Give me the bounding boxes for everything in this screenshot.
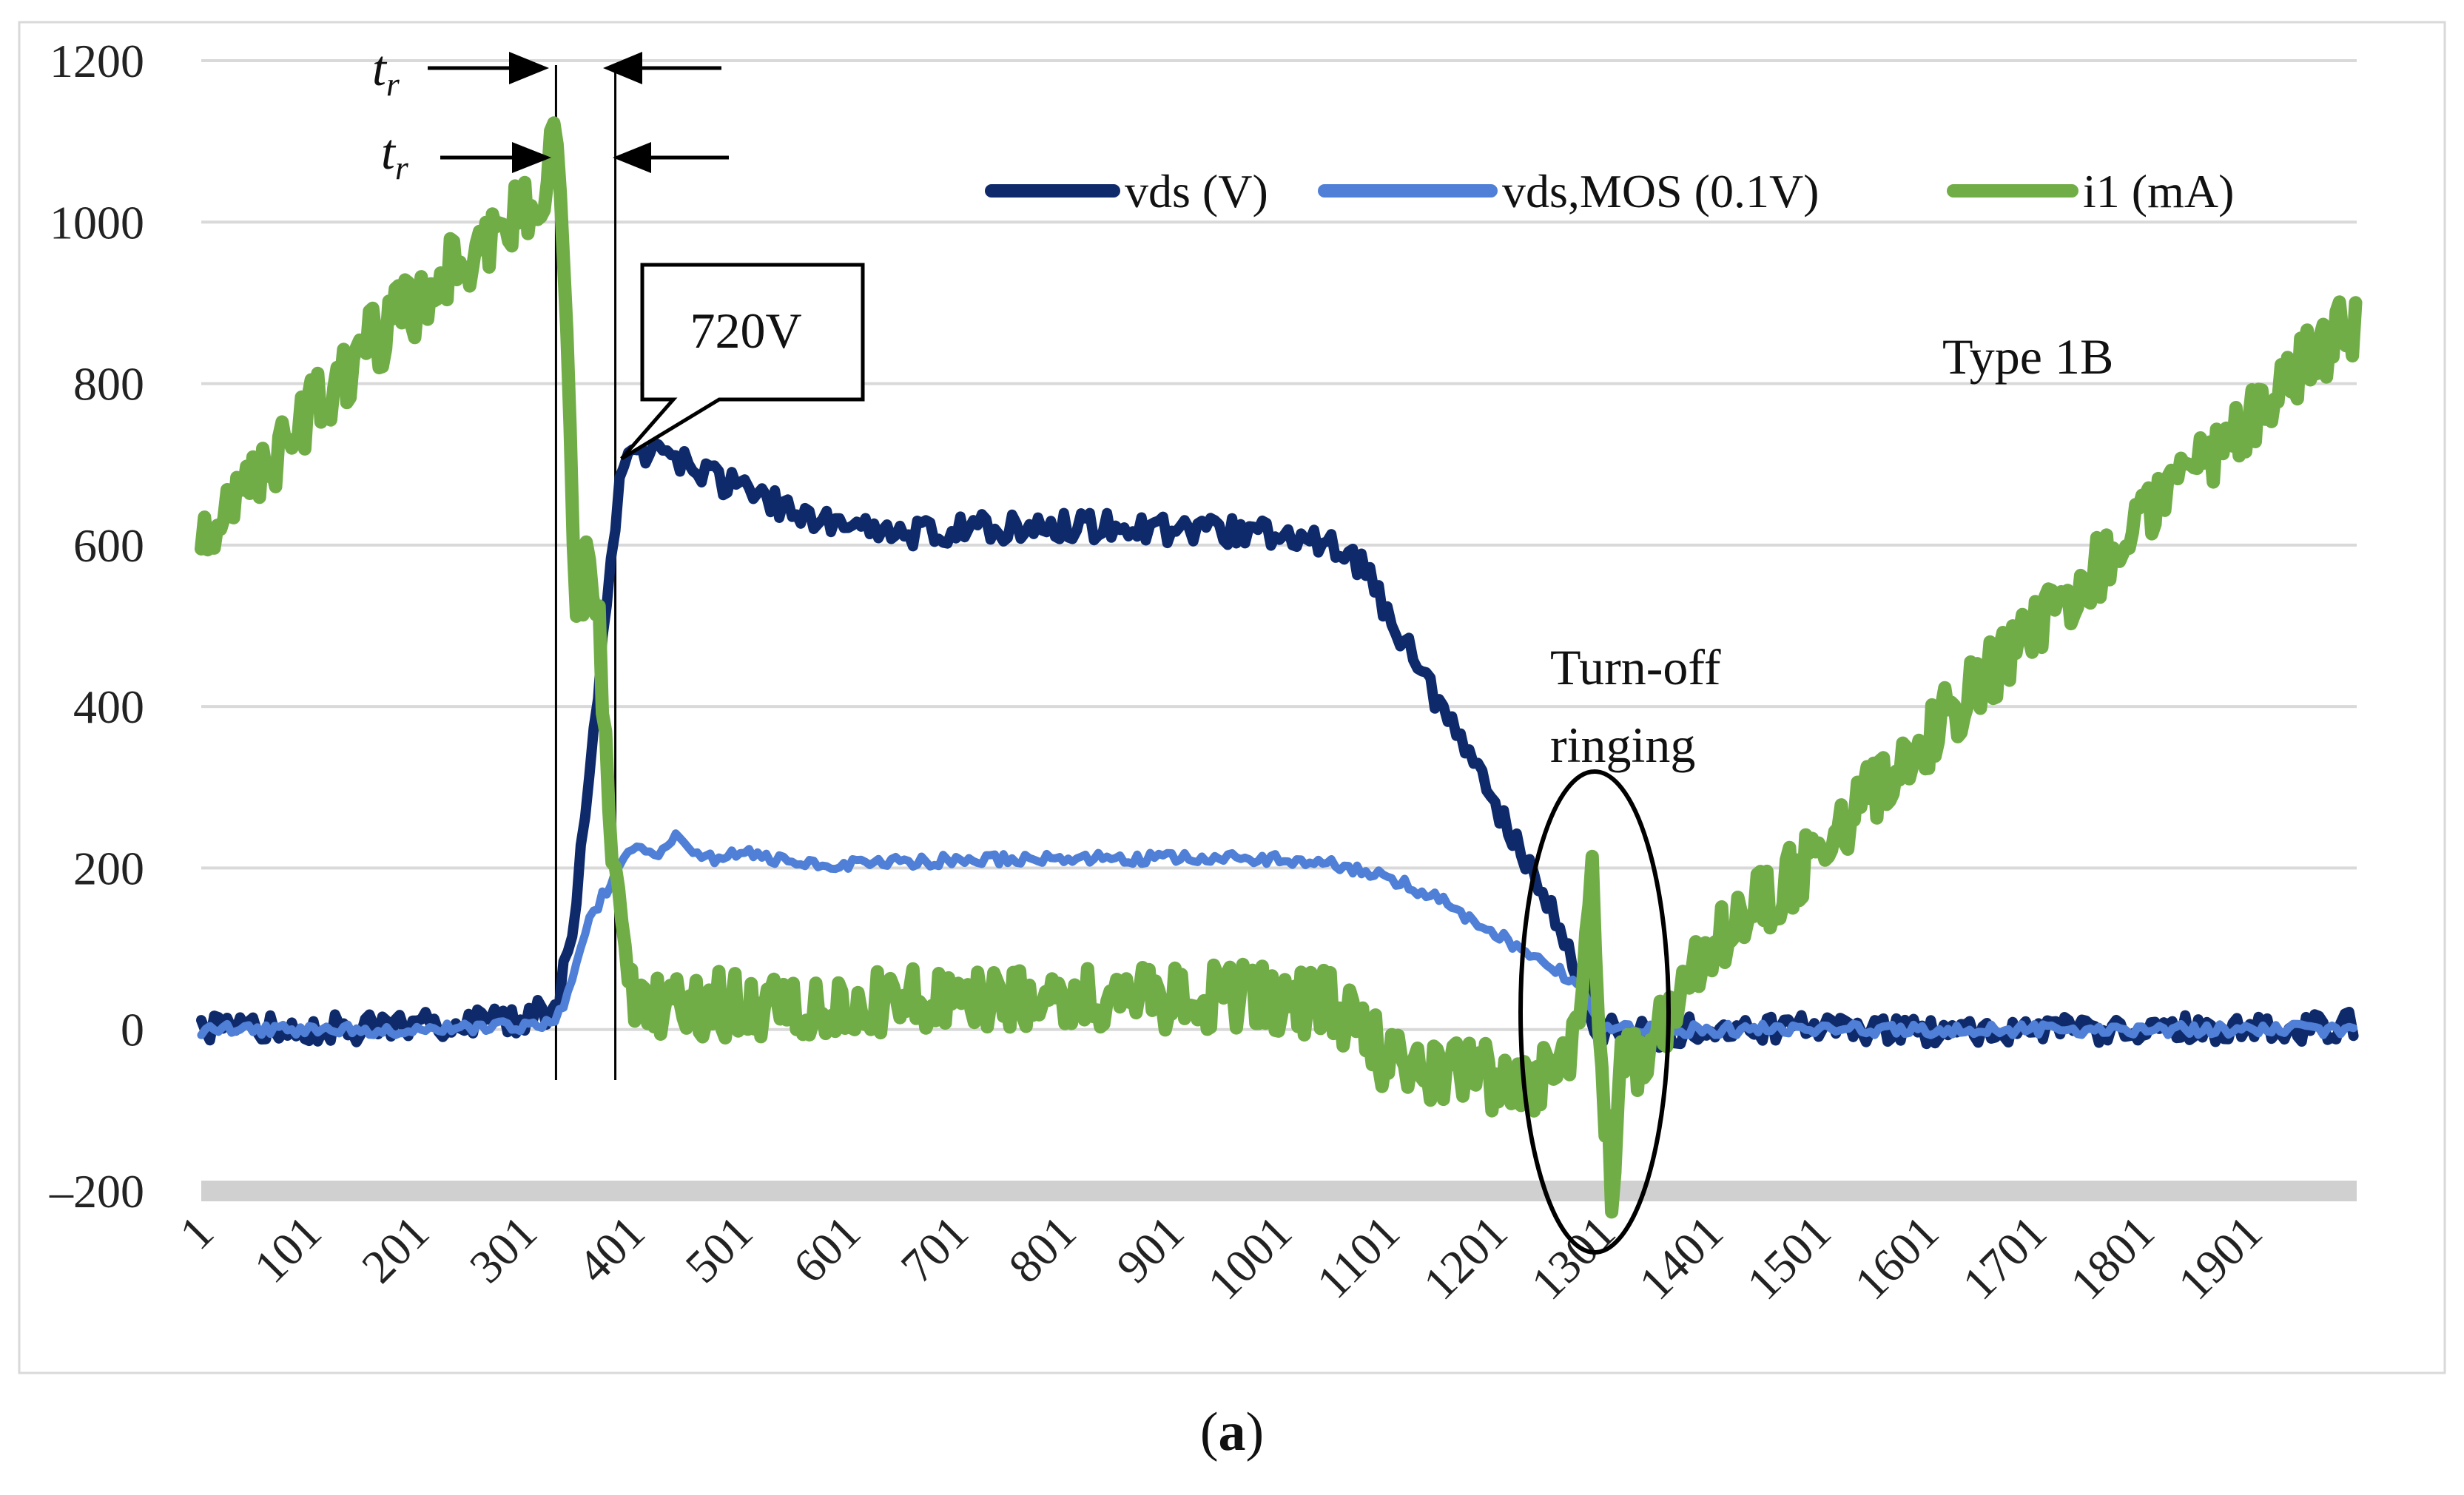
y-tick-label: 200 — [73, 842, 144, 894]
series-line-vds — [196, 437, 2359, 1053]
ringing-ellipse — [1518, 769, 1671, 1255]
y-tick-label: 1000 — [50, 196, 144, 249]
figure-caption: (a) — [1200, 1402, 1264, 1462]
legend-label-i1: i1 (mA) — [2083, 165, 2234, 217]
y-tick-label: 800 — [73, 358, 144, 411]
chart-frame — [18, 21, 2446, 1374]
tr-label-bottom: tr — [381, 124, 409, 186]
peak-callout: 720V — [620, 263, 865, 461]
peak-callout-label: 720V — [690, 303, 801, 359]
series-lines — [195, 116, 2363, 1219]
series-line-vds_mos — [197, 829, 2358, 1039]
series-line-i1 — [195, 116, 2363, 1219]
tr-label-top: tr — [372, 40, 400, 103]
zero-band — [201, 1181, 2357, 1201]
y-tick-label: 1200 — [50, 35, 144, 87]
y-tick-label: 400 — [73, 681, 144, 733]
y-axis-ticks: –200 0 200 400 600 800 1000 1200 — [49, 35, 144, 1218]
ringing-label-line2: ringing — [1550, 717, 1695, 773]
y-tick-label: 600 — [73, 519, 144, 572]
y-tick-label: 0 — [121, 1004, 144, 1056]
rise-time-annotation-bottom: tr — [381, 124, 729, 186]
y-tick-label: –200 — [49, 1165, 144, 1218]
legend-label-vds-mos: vds,MOS (0.1V) — [1502, 165, 1819, 217]
type-label: Type 1B — [1942, 328, 2113, 385]
legend-label-vds: vds (V) — [1125, 165, 1268, 217]
legend: vds (V) vds,MOS (0.1V) i1 (mA) — [985, 165, 2234, 217]
rise-time-annotation-top: tr — [372, 40, 721, 103]
grid-lines — [201, 59, 2357, 1201]
ringing-label-line1: Turn-off — [1550, 639, 1721, 695]
